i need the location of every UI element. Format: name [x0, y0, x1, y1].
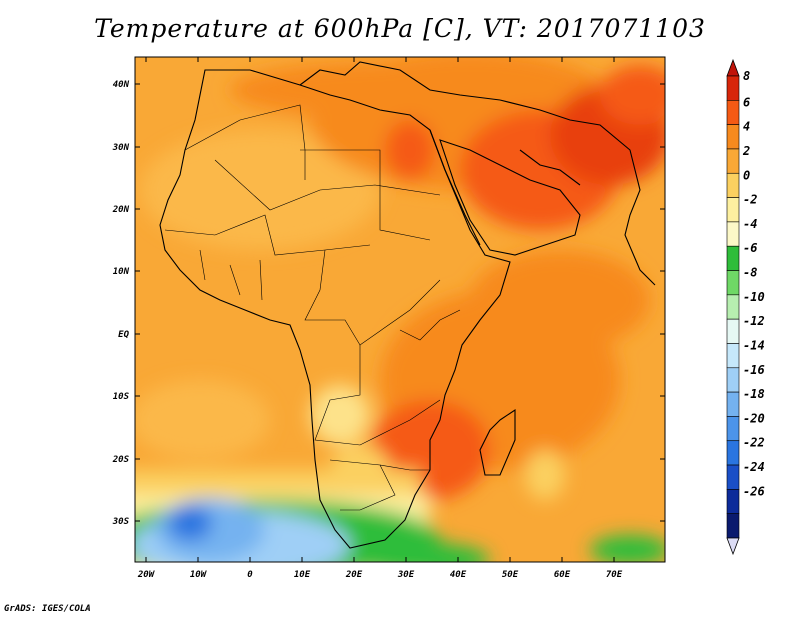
colorbar-label: -16 — [743, 363, 765, 377]
colorbar-swatch — [726, 318, 740, 344]
lon-label: 10W — [190, 570, 208, 580]
colorbar-swatch — [726, 245, 740, 271]
colorbar-label: -20 — [743, 411, 765, 425]
colorbar-swatch — [726, 294, 740, 320]
lon-label: 20W — [137, 570, 156, 580]
colorbar-swatch — [726, 416, 740, 442]
colorbar-swatch — [726, 75, 740, 101]
colorbar-swatch — [726, 440, 740, 466]
colorbar-swatch — [726, 100, 740, 125]
lon-label: 40E — [450, 570, 467, 580]
lon-label: 20E — [345, 570, 363, 580]
grads-credit: GrADS: IGES/COLA — [4, 604, 91, 614]
colorbar-swatch — [726, 489, 740, 514]
colorbar-label: 0 — [743, 168, 750, 182]
colorbar-swatch — [726, 172, 740, 198]
colorbar-label: 2 — [742, 144, 750, 158]
lat-label: 20N — [112, 205, 130, 215]
lon-label: 0 — [247, 570, 253, 580]
colorbar-swatch — [726, 391, 740, 417]
lon-label: 70E — [606, 570, 623, 580]
colorbar-swatch — [726, 367, 740, 393]
colorbar-label: -6 — [743, 241, 757, 255]
lat-label: 30N — [112, 143, 130, 153]
colorbar-swatch — [726, 221, 740, 247]
colorbar-label: -24 — [743, 460, 765, 474]
colorbar-over-arrow — [726, 58, 740, 77]
map-frame — [134, 56, 666, 563]
colorbar-swatch — [726, 513, 740, 539]
lat-label: 30S — [112, 517, 130, 527]
latitude-axis: 40N 30N 20N 10N EQ 10S 20S 30S — [112, 80, 130, 527]
colorbar-swatch — [726, 124, 740, 150]
colorbar-label: -8 — [743, 266, 757, 280]
colorbar-swatch — [726, 197, 740, 223]
lat-label: 10N — [113, 267, 130, 277]
colorbar-swatch — [726, 464, 740, 490]
country-borders — [164, 104, 461, 511]
lat-label: EQ — [118, 330, 129, 340]
lon-label: 30E — [397, 570, 415, 580]
lon-label: 10E — [294, 570, 311, 580]
longitude-axis: 20W 10W 0 10E 20E 30E 40E 50E 60E 70E — [137, 570, 623, 580]
lat-label: 40N — [113, 80, 130, 90]
temperature-field — [135, 57, 665, 562]
colorbar-swatch — [726, 148, 740, 174]
colorbar-swatch — [726, 270, 740, 296]
colorbar-label: -18 — [743, 387, 765, 401]
colorbar-label: -14 — [743, 338, 765, 352]
lon-label: 50E — [502, 570, 519, 580]
colorbar-label: 6 — [743, 95, 750, 109]
colorbar-label: -4 — [743, 217, 757, 231]
colorbar-under-arrow — [726, 537, 740, 556]
lat-label: 20S — [112, 455, 130, 465]
colorbar-swatch — [726, 343, 740, 369]
map-title: Temperature at 600hPa [C], VT: 201707110… — [94, 14, 706, 43]
colorbar-label: -22 — [743, 436, 765, 450]
colorbar-label: -26 — [743, 484, 765, 498]
lon-label: 60E — [554, 570, 571, 580]
colorbar-label: -12 — [743, 314, 765, 328]
colorbar-label: -10 — [743, 290, 765, 304]
lat-label: 10S — [113, 392, 130, 402]
coastlines — [159, 61, 656, 549]
colorbar: 8 6 4 2 0 -2 -4 -6 -8 -10 -12 -14 -16 -18 -20 -22 -24 -26 — [726, 58, 765, 556]
colorbar-label: 8 — [743, 69, 750, 83]
colorbar-label: 4 — [743, 120, 750, 134]
colorbar-label: -2 — [743, 193, 757, 207]
